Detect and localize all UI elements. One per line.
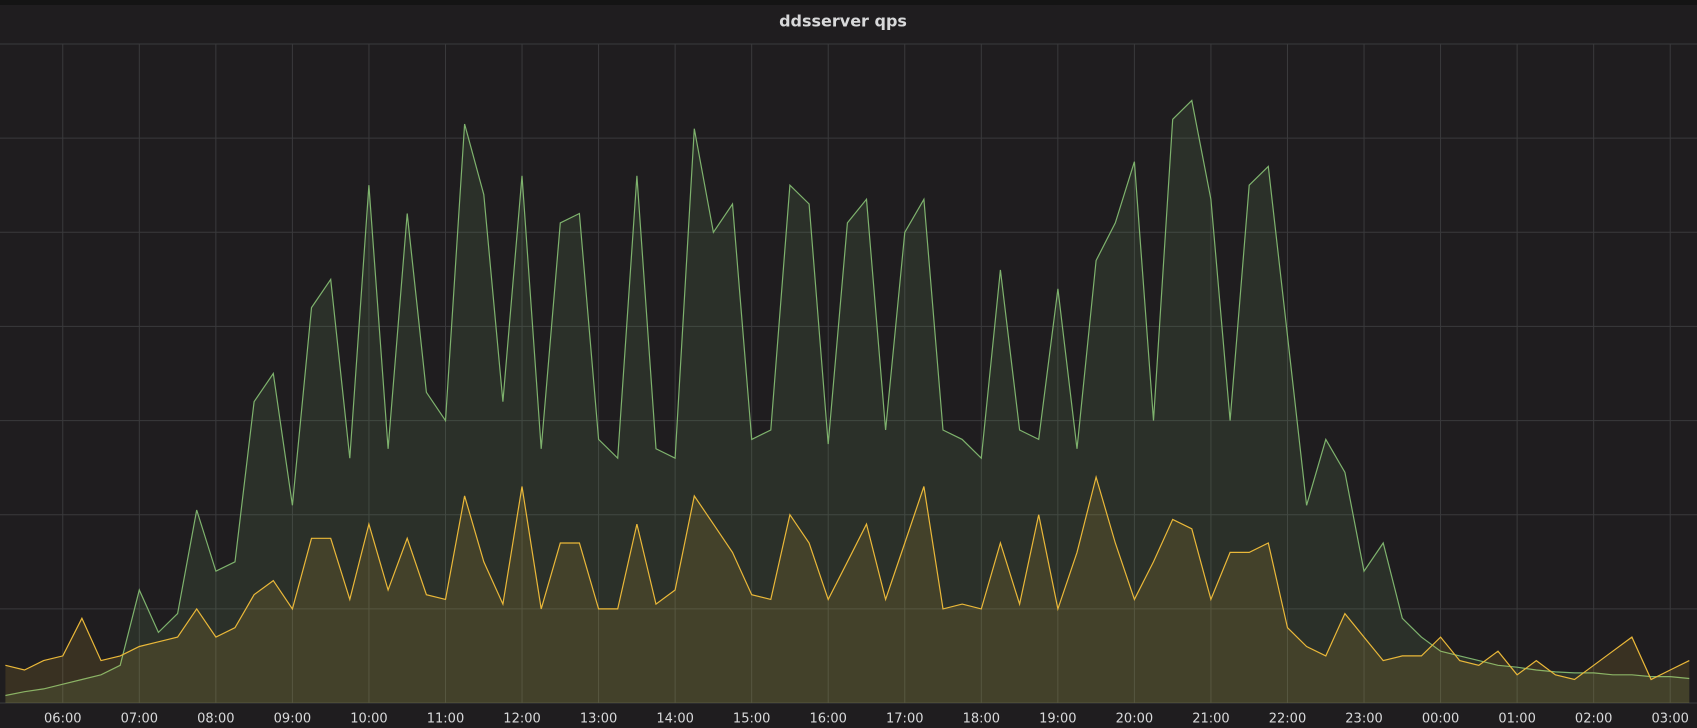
x-tick-label: 10:00 <box>350 712 387 727</box>
series-layer <box>5 99 1690 703</box>
chart-title: ddsserver qps <box>779 12 907 31</box>
x-tick-label: 15:00 <box>733 712 770 727</box>
x-tick-label: 07:00 <box>121 712 158 727</box>
x-tick-label: 20:00 <box>1116 712 1153 727</box>
grid <box>0 43 1697 704</box>
x-tick-label: 02:00 <box>1575 712 1612 727</box>
x-tick-label: 01:00 <box>1498 712 1535 727</box>
x-tick-label: 11:00 <box>427 712 464 727</box>
series-line <box>5 99 1690 697</box>
x-tick-label: 23:00 <box>1345 712 1382 727</box>
x-tick-label: 16:00 <box>809 712 846 727</box>
x-tick-label: 09:00 <box>274 712 311 727</box>
x-tick-label: 22:00 <box>1269 712 1306 727</box>
x-tick-label: 14:00 <box>656 712 693 727</box>
x-tick-label: 13:00 <box>580 712 617 727</box>
series-area <box>5 100 1690 703</box>
x-tick-label: 00:00 <box>1422 712 1459 727</box>
x-tick-label: 03:00 <box>1651 712 1688 727</box>
panel-top-border <box>0 0 1697 5</box>
x-tick-label: 18:00 <box>963 712 1000 727</box>
x-tick-label: 21:00 <box>1192 712 1229 727</box>
series-line <box>5 474 1690 681</box>
x-tick-label: 19:00 <box>1039 712 1076 727</box>
x-tick-label: 06:00 <box>44 712 81 727</box>
series-area <box>5 477 1690 703</box>
x-tick-label: 12:00 <box>503 712 540 727</box>
x-tick-label: 17:00 <box>886 712 923 727</box>
x-axis: 06:00 07:00 08:00 09:00 10:00 11:00 12:00 13:00… <box>44 712 1689 727</box>
x-tick-label: 08:00 <box>197 712 234 727</box>
